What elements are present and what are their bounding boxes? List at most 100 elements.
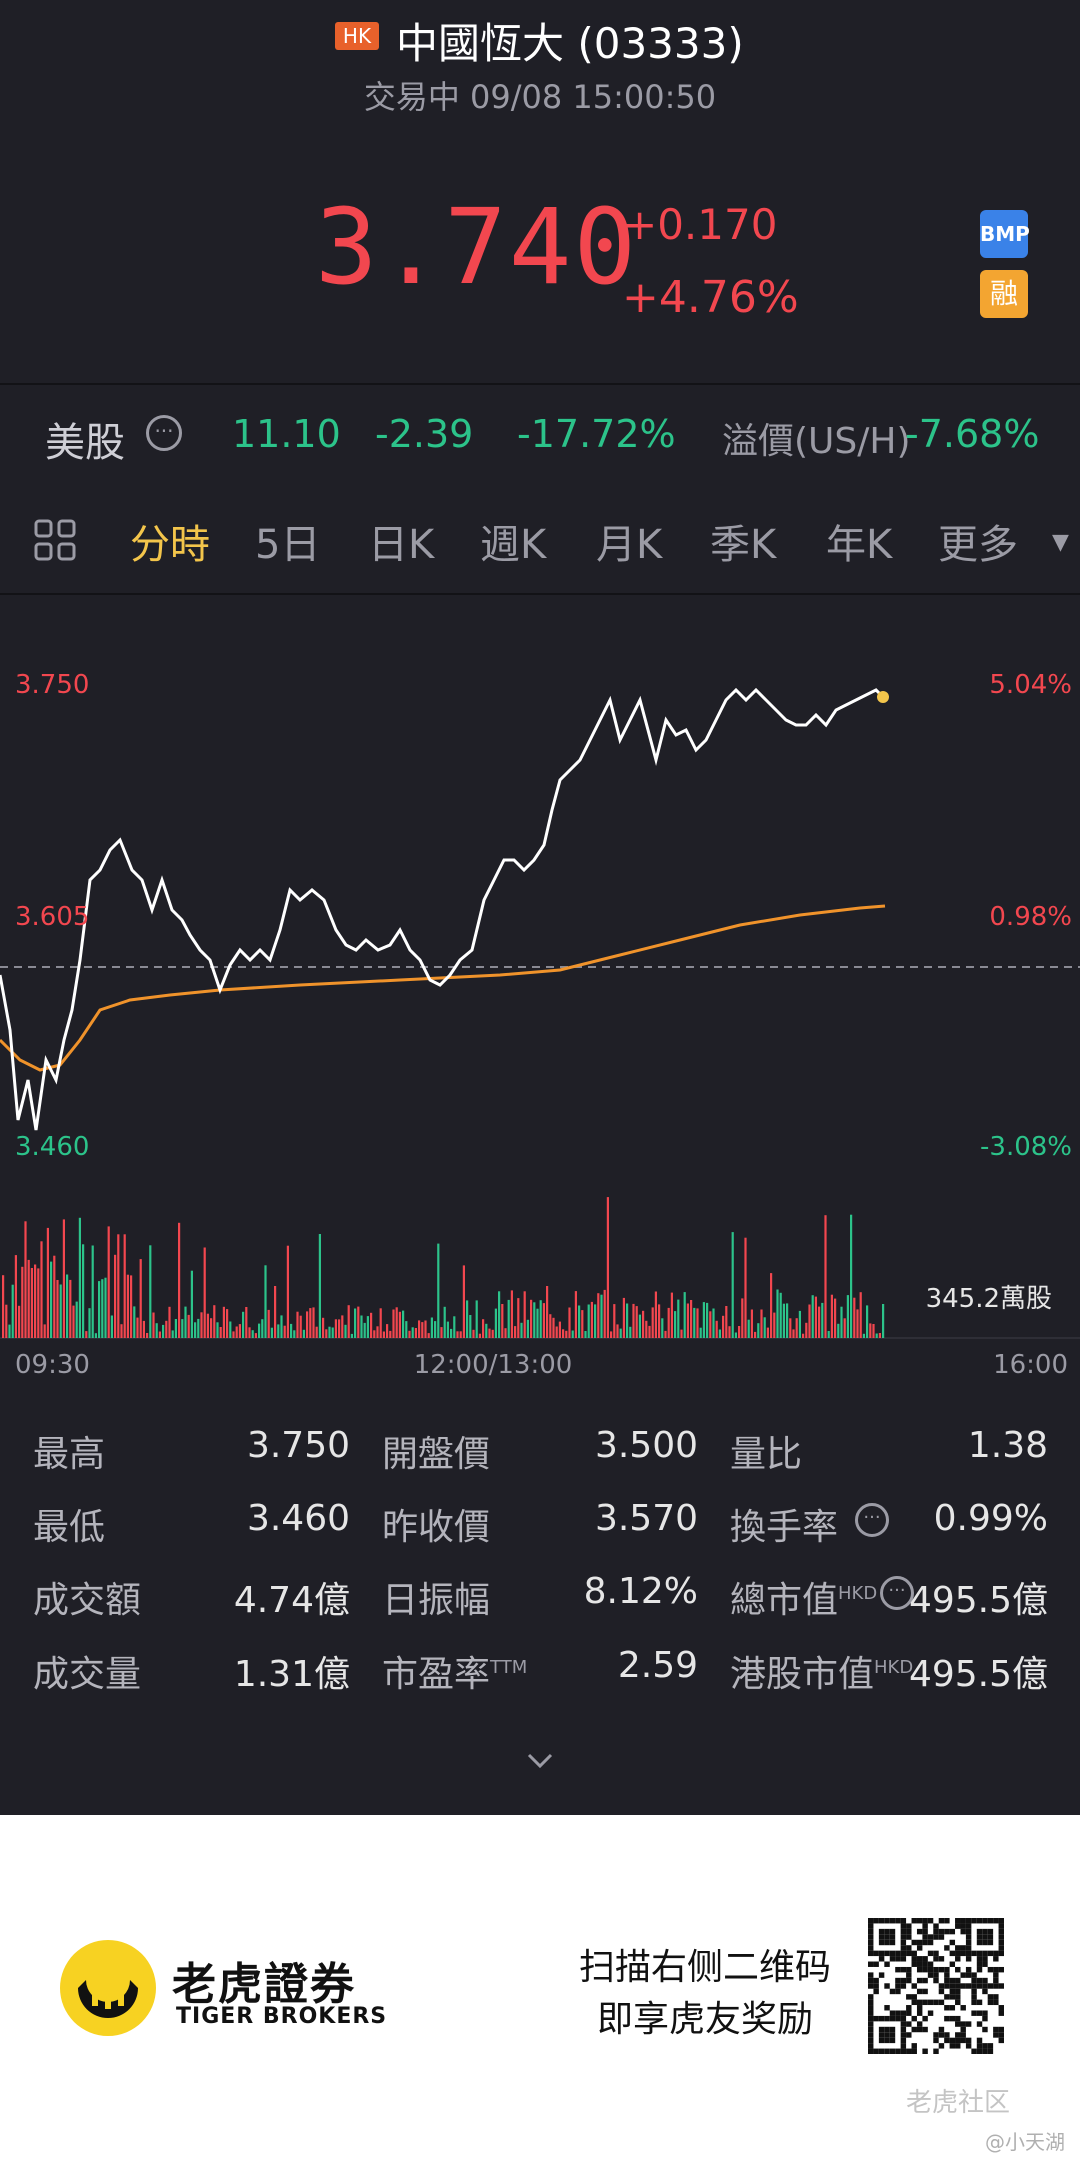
volume-bar [773,1312,776,1338]
volume-bar [427,1333,430,1338]
volume-bar [603,1289,606,1338]
volume-bar [94,1333,97,1338]
tab-quarterly-k[interactable]: 季K [710,522,777,568]
last-price: 3.740 [315,186,639,308]
current-price-dot [877,691,889,703]
volume-bar [824,1215,827,1338]
volume-bar [760,1309,763,1338]
volume-bar [5,1304,8,1338]
volume-bar [597,1293,600,1338]
volume-bar [270,1327,273,1338]
volume-bar [814,1296,817,1338]
volume-bar [818,1306,821,1338]
brand-name-cn: 老虎證券 [172,1959,356,2010]
y-label-high: 3.750 [15,670,89,700]
chevron-down-icon[interactable] [525,1745,555,1775]
margin-icon[interactable]: 融 [980,270,1028,318]
volume-bar [312,1307,315,1338]
volume-bar [152,1312,155,1338]
stat-high-value: 3.750 [246,1425,350,1466]
volume-bar [770,1273,773,1338]
tab-monthly-k[interactable]: 月K [596,522,663,568]
volume-bar [677,1299,680,1338]
volume-bar [350,1333,353,1338]
volume-bar [789,1318,792,1338]
volume-bar [149,1245,152,1338]
volume-bar [581,1310,584,1338]
volume-bar [462,1265,465,1338]
volume-bar [235,1326,238,1338]
tab-yearly-k[interactable]: 年K [826,522,893,568]
volume-bar [328,1326,331,1338]
volume-bar [290,1323,293,1338]
us-stock-label[interactable]: 美股 [45,420,125,466]
volume-bar [706,1302,709,1338]
us-change: -2.39 [375,412,474,456]
volume-bar [245,1307,248,1338]
stat-prev-close-label: 昨收價 [382,1507,491,1548]
volume-bar [402,1310,405,1338]
volume-bar [750,1309,753,1338]
volume-bar [53,1255,56,1338]
volume-bar [738,1326,741,1338]
volume-bar [187,1314,190,1338]
volume-bar [386,1324,389,1338]
tab-intraday[interactable]: 分時 [130,522,210,568]
volume-bar [456,1331,459,1338]
bmp-icon[interactable]: BMP [980,210,1030,258]
volume-bar [610,1331,613,1338]
volume-bar [632,1303,635,1338]
volume-bar [546,1286,549,1338]
volume-bar [523,1291,526,1338]
volume-bar [197,1318,200,1338]
volume-bar [338,1319,341,1338]
volume-bar [293,1330,296,1338]
volume-bar [514,1326,517,1338]
dropdown-icon[interactable]: ▼ [1052,530,1069,555]
tab-5day[interactable]: 5日 [255,522,321,568]
turnover-info-icon[interactable]: ··· [855,1503,889,1537]
volume-bar [126,1274,129,1338]
y-label-mid: 3.605 [15,902,89,932]
volume-bar [619,1328,622,1338]
volume-bar [14,1255,17,1338]
volume-bar [171,1330,174,1338]
volume-bar [331,1327,334,1338]
tab-daily-k[interactable]: 日K [368,522,435,568]
volume-bar [517,1298,520,1338]
volume-bar [693,1307,696,1338]
mcap-info-icon[interactable]: ··· [880,1576,914,1610]
volume-bar [354,1308,357,1338]
stat-mcap-sup: HKD [838,1583,878,1604]
volume-bar [629,1326,632,1338]
volume-bar [219,1327,222,1338]
volume-bar [430,1317,433,1338]
tab-more[interactable]: 更多 [938,522,1018,568]
volume-bar [802,1333,805,1338]
volume-bar [658,1304,661,1338]
volume-bar [840,1306,843,1338]
volume-bar [200,1312,203,1338]
volume-bar [277,1324,280,1338]
tab-weekly-k[interactable]: 週K [480,522,547,568]
volume-bar [306,1311,309,1338]
volume-bar [766,1327,769,1338]
stat-pe-value: 2.59 [617,1645,698,1686]
volume-bar [8,1324,11,1338]
volume-bar [334,1319,337,1338]
volume-bar [411,1327,414,1338]
volume-bar [72,1305,75,1338]
intraday-chart[interactable]: 3.750 3.605 3.460 5.04% 0.98% -3.08% 09:… [0,600,1080,1390]
volume-bar [494,1308,497,1338]
volume-bar [2,1275,5,1338]
grid-icon[interactable] [33,518,77,562]
volume-bar [843,1318,846,1338]
volume-bar [107,1226,110,1338]
qr-code-icon[interactable] [868,1918,1004,2054]
volume-bar [405,1321,408,1338]
volume-bar [654,1291,657,1338]
volume-bar [40,1241,43,1338]
more-options-icon[interactable]: ··· [146,415,182,451]
volume-bar [571,1330,574,1338]
volume-bar [139,1259,142,1338]
